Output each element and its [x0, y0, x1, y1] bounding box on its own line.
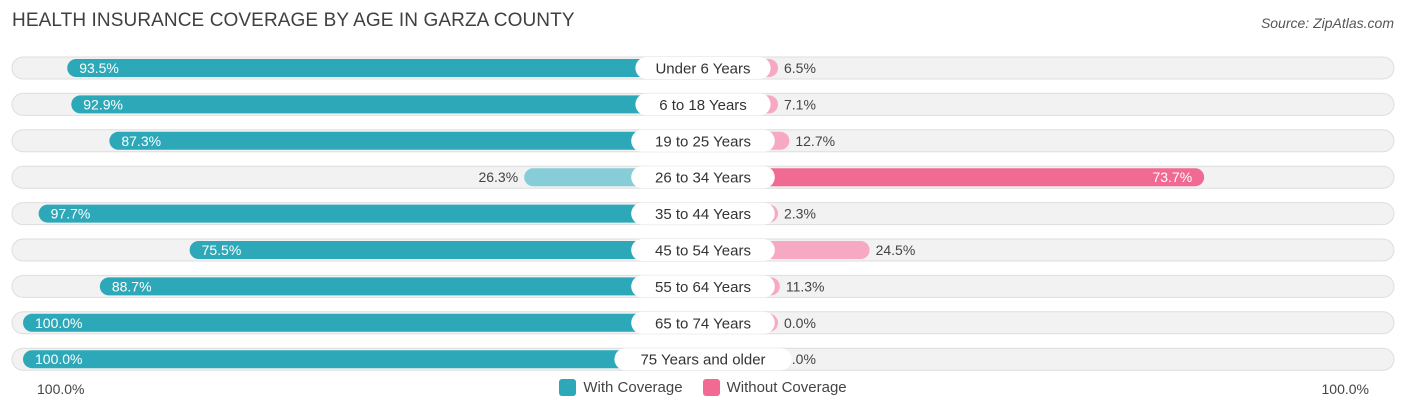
category-label: 55 to 64 Years	[655, 279, 751, 296]
category-label: 26 to 34 Years	[655, 170, 751, 187]
category-label: 65 to 74 Years	[655, 315, 751, 332]
value-label-with-coverage: 75.5%	[202, 242, 242, 258]
bar-with-coverage	[189, 241, 704, 259]
value-label-with-coverage: 97.7%	[51, 206, 91, 222]
category-pill	[631, 311, 775, 334]
axis-left-label: 100.0%	[37, 381, 85, 397]
legend: With Coverage Without Coverage	[0, 379, 1406, 396]
legend-item-with-coverage[interactable]: With Coverage	[559, 379, 683, 396]
category-label: 19 to 25 Years	[655, 133, 751, 150]
bar-with-coverage	[23, 350, 703, 369]
category-pill	[631, 166, 775, 189]
bar-with-coverage	[23, 313, 703, 332]
category-label: 45 to 54 Years	[655, 243, 751, 260]
bar-with-coverage	[109, 131, 704, 150]
axis-right-label: 100.0%	[1321, 381, 1369, 397]
category-label: Under 6 Years	[655, 61, 750, 78]
category-pill	[614, 348, 792, 371]
legend-label-with-coverage: With Coverage	[583, 379, 683, 396]
legend-item-without-coverage[interactable]: Without Coverage	[702, 379, 847, 396]
category-pill	[635, 93, 771, 116]
value-label-without-coverage: 24.5%	[876, 242, 916, 258]
value-label-with-coverage: 93.5%	[79, 60, 119, 76]
bar-with-coverage	[71, 95, 703, 114]
value-label-without-coverage: 0.0%	[784, 315, 816, 331]
bar-with-coverage	[67, 59, 703, 77]
value-label-with-coverage: 87.3%	[121, 133, 161, 149]
bar-with-coverage	[38, 204, 703, 223]
value-label-with-coverage: 100.0%	[35, 315, 82, 331]
value-label-with-coverage: 88.7%	[112, 278, 152, 294]
value-label-with-coverage: 92.9%	[83, 96, 123, 112]
bar-without-coverage	[703, 168, 1205, 187]
category-label: 35 to 44 Years	[655, 206, 751, 223]
chart-title: HEALTH INSURANCE COVERAGE BY AGE IN GARZ…	[12, 10, 575, 31]
value-label-without-coverage: 0.0%	[784, 351, 816, 367]
category-pill	[631, 239, 775, 261]
category-pill	[635, 57, 771, 79]
value-label-without-coverage: 12.7%	[795, 133, 835, 149]
legend-swatch-with-coverage	[559, 379, 577, 396]
source-label: Source: ZipAtlas.com	[1260, 15, 1394, 31]
value-label-with-coverage: 100.0%	[35, 351, 82, 367]
legend-label-without-coverage: Without Coverage	[726, 379, 847, 396]
value-label-with-coverage: 26.3%	[478, 169, 518, 185]
category-label: 6 to 18 Years	[659, 97, 747, 114]
legend-swatch-without-coverage	[702, 379, 720, 396]
value-label-without-coverage: 6.5%	[784, 60, 816, 76]
value-label-without-coverage: 11.3%	[786, 278, 825, 294]
value-label-without-coverage: 73.7%	[1152, 169, 1192, 185]
category-pill	[631, 275, 775, 298]
category-pill	[631, 129, 775, 152]
value-label-without-coverage: 7.1%	[784, 96, 816, 112]
chart-area: 93.5% 6.5% Under 6 Years 92.9% 7.1% 6 to 18 Y…	[11, 56, 1395, 371]
category-label: 75 Years and older	[640, 352, 765, 369]
bar-with-coverage	[99, 277, 704, 296]
value-label-without-coverage: 2.3%	[784, 206, 816, 222]
category-pill	[631, 202, 775, 225]
